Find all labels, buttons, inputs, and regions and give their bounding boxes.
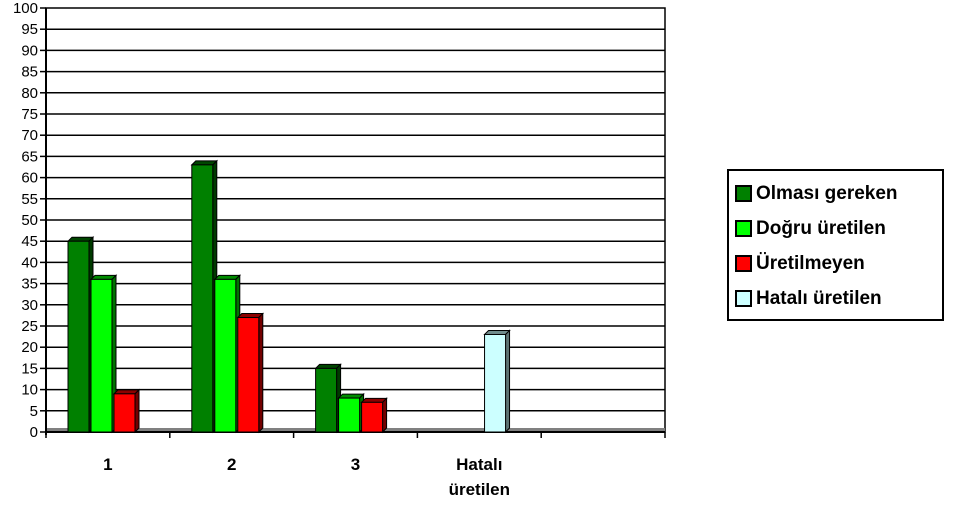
bar-side	[505, 329, 511, 434]
legend-label: Üretilmeyen	[756, 252, 865, 274]
y-tick-label: 35	[21, 276, 38, 293]
legend-swatch	[735, 220, 752, 237]
y-tick-label: 55	[21, 191, 38, 208]
bar-side	[134, 388, 140, 434]
y-tick-label: 75	[21, 106, 38, 123]
y-tick-label: 95	[21, 21, 38, 38]
y-tick-label: 85	[21, 64, 38, 81]
legend-item: Doğru üretilen	[735, 211, 942, 246]
y-tick-label: 20	[21, 339, 38, 356]
y-tick-label: 65	[21, 148, 38, 165]
x-tick-label: 2	[227, 455, 236, 474]
bar-0-0	[67, 240, 90, 433]
legend-swatch	[735, 255, 752, 272]
bar-1-1	[214, 278, 237, 433]
legend-item: Üretilmeyen	[735, 246, 942, 281]
y-tick-label: 70	[21, 127, 38, 144]
y-tick-label: 60	[21, 170, 38, 187]
y-tick-label: 40	[21, 254, 38, 271]
legend-item: Olması gereken	[735, 176, 942, 211]
y-tick-label: 45	[21, 233, 38, 250]
y-tick-label: 25	[21, 318, 38, 335]
y-tick-label: 80	[21, 85, 38, 102]
y-tick-label: 15	[21, 360, 38, 377]
x-tick-label: 1	[103, 455, 112, 474]
bar-2-1	[237, 317, 260, 433]
bar-side	[258, 312, 264, 434]
legend-swatch	[735, 185, 752, 202]
legend-label: Doğru üretilen	[756, 217, 886, 239]
bar-3-3	[484, 333, 507, 433]
legend-label: Hatalı üretilen	[756, 287, 882, 309]
y-tick-label: 30	[21, 297, 38, 314]
bar-0-2	[315, 367, 338, 433]
x-tick-label: üretilen	[449, 480, 510, 499]
bar-1-0	[90, 278, 113, 433]
x-tick-label: 3	[351, 455, 360, 474]
y-tick-label: 10	[21, 382, 38, 399]
bar-2-0	[113, 393, 136, 433]
y-tick-label: 50	[21, 212, 38, 229]
x-tick-label: Hatalı	[456, 455, 502, 474]
bar-2-2	[361, 401, 384, 433]
y-tick-label: 0	[30, 424, 38, 441]
bar-0-1	[191, 164, 214, 433]
legend-swatch	[735, 290, 752, 307]
y-tick-label: 5	[30, 403, 38, 420]
y-tick-label: 100	[13, 0, 38, 17]
y-tick-label: 90	[21, 42, 38, 59]
bar-side	[382, 397, 388, 434]
legend: Olması gereken Doğru üretilen Üretilmeyen H…	[727, 169, 944, 321]
bar-1-2	[338, 397, 361, 433]
legend-item: Hatalı üretilen	[735, 281, 942, 316]
legend-label: Olması gereken	[756, 182, 898, 204]
